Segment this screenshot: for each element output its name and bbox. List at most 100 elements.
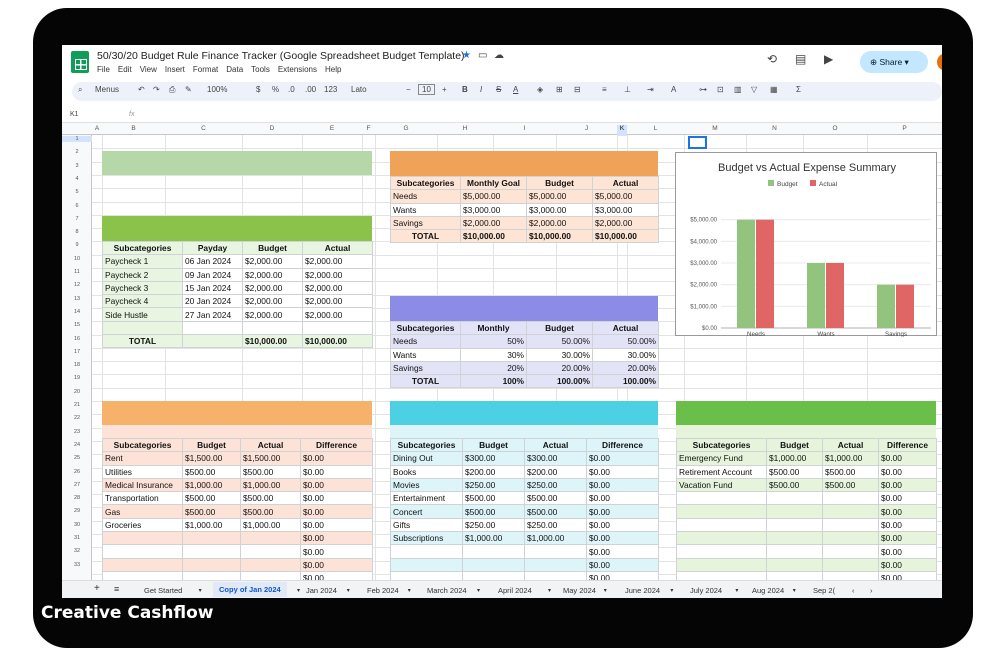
- avatar[interactable]: [937, 54, 942, 70]
- income-cell[interactable]: 09 Jan 2024: [182, 267, 243, 282]
- savings-cell[interactable]: [676, 544, 767, 559]
- income-cell[interactable]: $2,000.00: [302, 267, 373, 282]
- wants-cell[interactable]: $300.00: [524, 451, 587, 466]
- savings-cell[interactable]: [676, 531, 767, 546]
- add-sheet-icon[interactable]: +: [94, 583, 100, 594]
- tab-june-2024[interactable]: June 2024: [625, 586, 661, 595]
- needs-cell[interactable]: [240, 531, 301, 546]
- increase-decimal-button[interactable]: .00: [305, 85, 317, 94]
- income-cell[interactable]: [302, 320, 373, 336]
- row-header-8[interactable]: 8: [75, 229, 79, 236]
- needs-cell[interactable]: [240, 544, 301, 559]
- expenses-cell[interactable]: $5,000.00: [592, 189, 659, 204]
- needs-cell[interactable]: [102, 557, 183, 572]
- history-icon[interactable]: ⟲: [767, 52, 778, 66]
- text-color-icon[interactable]: A: [513, 85, 519, 94]
- link-icon[interactable]: ⊶: [699, 85, 707, 94]
- income-cell[interactable]: $2,000.00: [242, 307, 303, 322]
- percentage-cell[interactable]: 20%: [460, 360, 527, 376]
- needs-cell[interactable]: [102, 544, 183, 559]
- expenses-cell[interactable]: $5,000.00: [526, 189, 593, 204]
- undo-icon[interactable]: ↶: [138, 85, 145, 94]
- meet-icon[interactable]: ▶: [824, 52, 834, 66]
- column-header-L[interactable]: L: [653, 125, 658, 132]
- wants-cell[interactable]: Dining Out: [390, 451, 463, 466]
- wants-cell[interactable]: $0.00: [586, 491, 659, 506]
- wants-cell[interactable]: [390, 557, 463, 572]
- sheet-grid[interactable]: Subcategories Payday Budget Actual Paycheck …: [92, 135, 942, 580]
- wants-cell[interactable]: $0.00: [586, 517, 659, 533]
- row-header-18[interactable]: 18: [73, 362, 81, 369]
- wants-cell[interactable]: [390, 544, 463, 559]
- expenses-cell[interactable]: Savings: [390, 215, 461, 231]
- percentage-cell[interactable]: 20.00%: [592, 360, 659, 376]
- column-header-D[interactable]: D: [269, 125, 275, 132]
- row-header-12[interactable]: 12: [73, 282, 81, 289]
- wants-cell[interactable]: Subscriptions: [390, 531, 463, 546]
- savings-cell[interactable]: $1,000.00: [766, 451, 823, 466]
- wants-cell[interactable]: $0.00: [586, 570, 659, 580]
- font-size-input[interactable]: 10: [418, 84, 435, 95]
- wants-cell[interactable]: $200.00: [462, 464, 525, 479]
- needs-cell[interactable]: Utilities: [102, 464, 183, 479]
- tab-feb-2024[interactable]: Feb 2024: [367, 586, 399, 595]
- income-cell[interactable]: 06 Jan 2024: [182, 254, 243, 269]
- row-header-17[interactable]: 17: [73, 348, 81, 355]
- savings-cell[interactable]: $0.00: [878, 477, 937, 493]
- column-header-H[interactable]: H: [462, 125, 468, 132]
- needs-cell[interactable]: [182, 544, 241, 559]
- savings-cell[interactable]: $500.00: [766, 477, 823, 493]
- row-header-2[interactable]: 2: [75, 149, 79, 156]
- savings-cell[interactable]: $500.00: [822, 477, 879, 493]
- menu-view[interactable]: View: [139, 65, 157, 74]
- needs-cell[interactable]: $1,000.00: [240, 477, 301, 493]
- needs-cell[interactable]: [102, 570, 183, 580]
- needs-cell[interactable]: [182, 531, 241, 546]
- savings-cell[interactable]: Retirement Account: [676, 464, 767, 479]
- tab-copy-of-jan-2024[interactable]: Copy of Jan 2024: [213, 582, 287, 597]
- decrease-decimal-button[interactable]: .0: [288, 85, 295, 94]
- expenses-cell[interactable]: Wants: [390, 202, 461, 217]
- number-format-button[interactable]: 123: [324, 85, 338, 94]
- row-header-4[interactable]: 4: [75, 175, 79, 182]
- percentage-cell[interactable]: 30.00%: [592, 347, 659, 362]
- percentage-cell[interactable]: 50.00%: [526, 334, 593, 349]
- redo-icon[interactable]: ↷: [153, 85, 160, 94]
- needs-cell[interactable]: Transportation: [102, 491, 183, 506]
- cloud-status-icon[interactable]: ☁: [494, 50, 504, 61]
- needs-cell[interactable]: $500.00: [240, 504, 301, 519]
- income-cell[interactable]: $2,000.00: [242, 280, 303, 296]
- row-header-16[interactable]: 16: [73, 335, 81, 342]
- row-header-7[interactable]: 7: [75, 215, 79, 222]
- savings-cell[interactable]: $0.00: [878, 464, 937, 479]
- tab-menu-icon[interactable]: ▾: [735, 588, 739, 594]
- tab-menu-icon[interactable]: ▾: [346, 588, 350, 594]
- row-header-29[interactable]: 29: [73, 508, 81, 515]
- column-header-A[interactable]: A: [94, 125, 100, 132]
- menu-tools[interactable]: Tools: [251, 65, 270, 74]
- savings-cell[interactable]: [822, 531, 879, 546]
- tab-menu-icon[interactable]: ▾: [407, 588, 411, 594]
- savings-cell[interactable]: [676, 504, 767, 519]
- wants-cell[interactable]: Entertainment: [390, 491, 463, 506]
- percentage-cell[interactable]: 30.00%: [526, 347, 593, 362]
- wants-cell[interactable]: $300.00: [462, 451, 525, 466]
- wants-cell[interactable]: $0.00: [586, 531, 659, 546]
- row-header-9[interactable]: 9: [75, 242, 79, 249]
- savings-cell[interactable]: [822, 557, 879, 572]
- column-header-K[interactable]: K: [617, 125, 627, 136]
- wants-cell[interactable]: $250.00: [462, 477, 525, 493]
- wants-cell[interactable]: Books: [390, 464, 463, 479]
- comments-icon[interactable]: ▤: [795, 52, 807, 66]
- tab-menu-icon[interactable]: ▾: [670, 588, 674, 594]
- savings-cell[interactable]: [822, 544, 879, 559]
- name-box[interactable]: K1: [70, 111, 79, 118]
- font-size-increase[interactable]: +: [442, 85, 447, 94]
- row-header-23[interactable]: 23: [73, 428, 81, 435]
- menu-help[interactable]: Help: [324, 65, 342, 74]
- tab-menu-icon[interactable]: ▾: [792, 588, 796, 594]
- column-header-M[interactable]: M: [712, 125, 718, 132]
- merge-cells-icon[interactable]: ⊟: [574, 85, 581, 94]
- font-size-decrease[interactable]: −: [406, 85, 411, 94]
- savings-cell[interactable]: [766, 570, 823, 580]
